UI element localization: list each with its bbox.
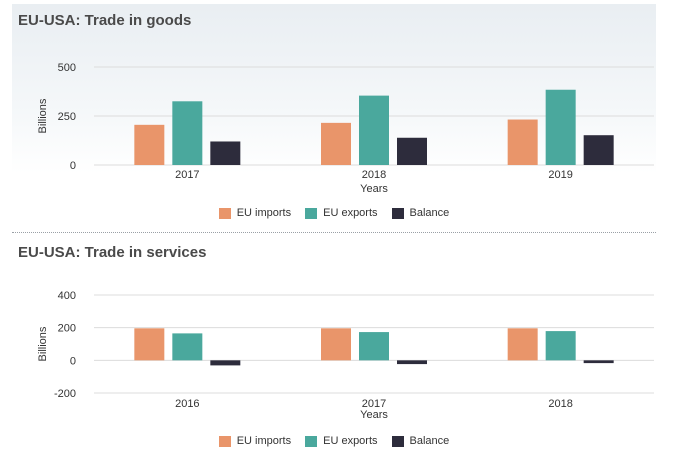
goods-chart-panel: EU-USA: Trade in goods 0 250 500 2017 2018 20… [12,4,656,230]
legend-item[interactable]: Balance [391,207,450,219]
y-tick-label: -200 [54,388,76,400]
legend-item[interactable]: EU exports [305,435,378,447]
bar-eu-imports[interactable] [134,124,165,165]
legend-item[interactable]: EU exports [305,207,378,219]
legend-label: Balance [409,435,450,447]
y-tick-label: 500 [58,62,76,74]
legend-swatch [391,207,404,219]
legend-label: EU exports [323,435,378,447]
bar-eu-exports[interactable] [172,333,203,361]
y-axis-label: Billions [37,98,49,133]
bar-eu-exports[interactable] [545,89,576,165]
bar-balance[interactable] [210,360,241,366]
bar-balance[interactable] [397,137,427,165]
legend-swatch [218,207,231,219]
bar-eu-imports[interactable] [134,328,165,361]
bar-eu-exports[interactable] [172,101,203,165]
legend-swatch [305,207,318,219]
bar-balance[interactable] [210,141,241,165]
x-tick-label: 2018 [362,169,386,181]
legend-swatch [305,435,318,447]
x-tick-label: 2018 [548,398,572,410]
bar-balance[interactable] [397,360,427,365]
legend-swatch [391,435,404,447]
legend-item[interactable]: Balance [391,435,450,447]
legend-label: EU imports [236,207,292,219]
legend-label: EU imports [236,435,292,447]
x-tick-label: 2017 [362,398,386,410]
legend-label: EU exports [323,207,378,219]
legend-swatch [218,435,231,447]
y-tick-label: 200 [58,323,76,335]
chart-title: EU-USA: Trade in goods [18,12,192,29]
goods-chart-plot: 0 250 500 2017 2018 2019 Years Billions [37,62,654,195]
y-tick-label: 0 [70,355,76,367]
bar-balance[interactable] [583,135,614,165]
bar-balance[interactable] [583,360,614,364]
goods-chart-legend: EU imports EU exports Balance [12,207,656,219]
bar-eu-exports[interactable] [359,332,389,361]
bar-eu-exports[interactable] [359,95,389,165]
x-axis-label: Years [360,409,388,421]
services-chart-legend: EU imports EU exports Balance [12,435,656,447]
legend-item[interactable]: EU imports [218,435,292,447]
y-axis-label: Billions [37,326,49,361]
y-tick-label: 400 [58,290,76,302]
services-chart-panel: EU-USA: Trade in services -200 0 200 400 201… [12,236,656,470]
x-tick-label: 2019 [548,169,572,181]
bar-eu-imports[interactable] [321,122,351,165]
section-divider [12,232,656,233]
bar-eu-imports[interactable] [507,119,538,165]
chart-title: EU-USA: Trade in services [18,244,207,261]
services-chart-plot: -200 0 200 400 2016 2017 2018 Years Billions [37,290,654,421]
x-tick-label: 2016 [175,398,199,410]
x-tick-label: 2017 [175,169,199,181]
y-tick-label: 250 [58,111,76,123]
bar-eu-imports[interactable] [321,328,351,361]
x-axis-label: Years [360,183,388,195]
bar-eu-imports[interactable] [507,328,538,361]
y-tick-label: 0 [70,160,76,172]
legend-label: Balance [409,207,450,219]
bar-eu-exports[interactable] [545,331,576,361]
legend-item[interactable]: EU imports [218,207,292,219]
